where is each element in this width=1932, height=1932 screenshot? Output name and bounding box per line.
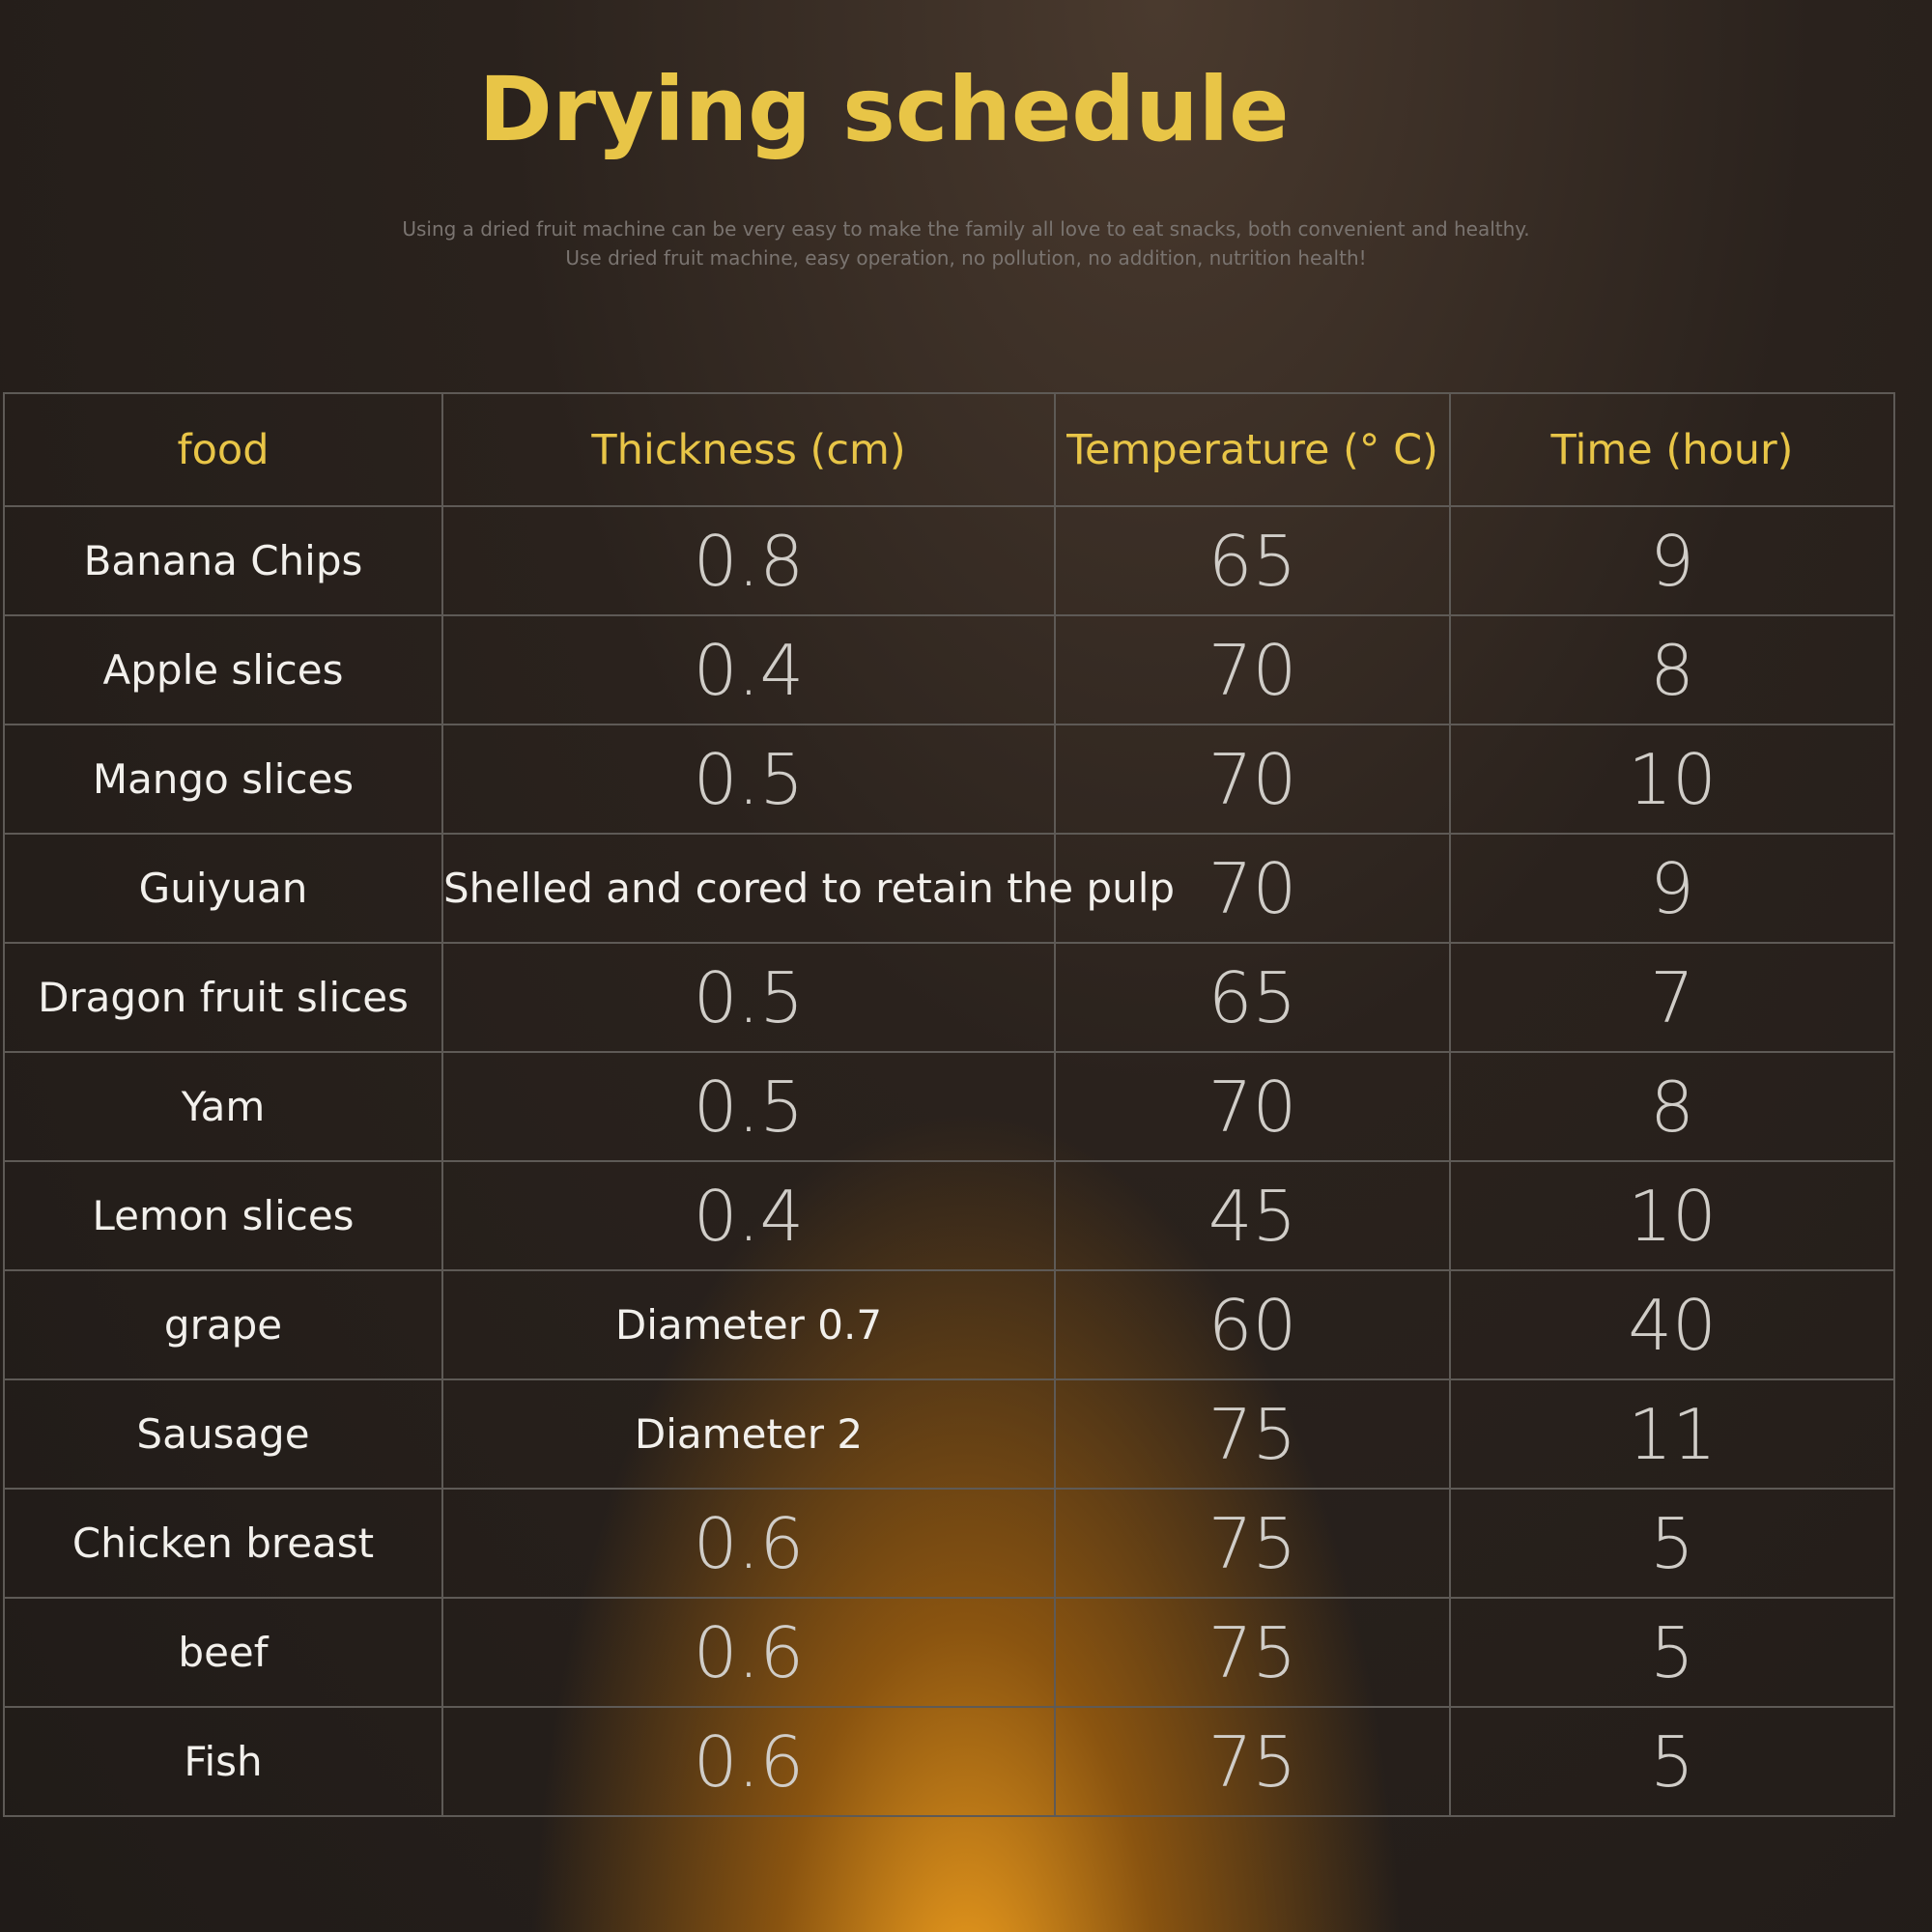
table-row: Apple slices 0.4 70 8	[3, 614, 1895, 725]
table-cell: 0.5	[441, 1051, 1056, 1162]
table-cell: 5	[1449, 1597, 1895, 1708]
table-cell: 0.6	[441, 1706, 1056, 1817]
subtitle-line: Use dried fruit machine, easy operation,…	[565, 246, 1367, 270]
column-header: food	[3, 392, 443, 507]
table-row: Yam 0.5 70 8	[3, 1051, 1895, 1162]
table-cell: 75	[1054, 1378, 1451, 1490]
table-cell: 0.6	[441, 1488, 1056, 1599]
table-cell: Yam	[3, 1051, 443, 1162]
table-row: Dragon fruit slices 0.5 65 7	[3, 942, 1895, 1053]
table-cell: 5	[1449, 1488, 1895, 1599]
table-cell: 75	[1054, 1597, 1451, 1708]
table-cell: Fish	[3, 1706, 443, 1817]
table-row: Guiyuan Shelled and cored to retain the p…	[3, 833, 1895, 944]
table-row: beef 0.6 75 5	[3, 1597, 1895, 1708]
table-cell: 75	[1054, 1706, 1451, 1817]
table-cell: Banana Chips	[3, 505, 443, 616]
table-cell: 65	[1054, 505, 1451, 616]
table-row: Fish 0.6 75 5	[3, 1706, 1895, 1817]
table-cell: Dragon fruit slices	[3, 942, 443, 1053]
table-cell: Sausage	[3, 1378, 443, 1490]
table-cell: 9	[1449, 833, 1895, 944]
table-row: Lemon slices 0.4 45 10	[3, 1160, 1895, 1271]
table-cell: 0.5	[441, 942, 1056, 1053]
table-cell: 0.5	[441, 724, 1056, 835]
table-cell: 0.8	[441, 505, 1056, 616]
table-cell: grape	[3, 1269, 443, 1380]
table-cell: 7	[1449, 942, 1895, 1053]
table-cell: Shelled and cored to retain the pulp	[441, 833, 1175, 944]
table-cell: 5	[1449, 1706, 1895, 1817]
title: Drying schedule	[478, 58, 1290, 161]
table-cell: 65	[1054, 942, 1451, 1053]
table-cell: 11	[1449, 1378, 1895, 1490]
table-cell: 10	[1449, 724, 1895, 835]
subtitle-line: Using a dried fruit machine can be very …	[402, 217, 1530, 241]
table-cell: 70	[1054, 833, 1451, 944]
table-cell: 40	[1449, 1269, 1895, 1380]
subtitle: Using a dried fruit machine can be very …	[0, 214, 1932, 272]
table-cell: 45	[1054, 1160, 1451, 1271]
table-cell: 0.6	[441, 1597, 1056, 1708]
table-cell: beef	[3, 1597, 443, 1708]
table-cell: 75	[1054, 1488, 1451, 1599]
table-cell: 8	[1449, 1051, 1895, 1162]
table-row: Chicken breast 0.6 75 5	[3, 1488, 1895, 1599]
table-cell: 70	[1054, 1051, 1451, 1162]
table-cell: Guiyuan	[3, 833, 443, 944]
table-body: Banana Chips 0.8 65 9 Apple slices 0.4 70 8 Mang…	[3, 505, 1895, 1817]
table-cell: Chicken breast	[3, 1488, 443, 1599]
table-cell: 0.4	[441, 1160, 1056, 1271]
table-row: grape Diameter 0.7 60 40	[3, 1269, 1895, 1380]
header-row: food Thickness (cm) Temperature (° C) Time …	[3, 392, 1895, 507]
table-cell: 9	[1449, 505, 1895, 616]
column-header: Temperature (° C)	[1054, 392, 1451, 507]
table-cell: 10	[1449, 1160, 1895, 1271]
table-cell: Lemon slices	[3, 1160, 443, 1271]
table-row: Sausage Diameter 2 75 11	[3, 1378, 1895, 1490]
table-cell: Diameter 0.7	[441, 1269, 1056, 1380]
table-cell: Mango slices	[3, 724, 443, 835]
table-cell: 0.4	[441, 614, 1056, 725]
table-row: Banana Chips 0.8 65 9	[3, 505, 1895, 616]
table-cell: 8	[1449, 614, 1895, 725]
column-header: Time (hour)	[1449, 392, 1895, 507]
table-cell: Apple slices	[3, 614, 443, 725]
table-cell: 70	[1054, 724, 1451, 835]
table-cell: 70	[1054, 614, 1451, 725]
column-header: Thickness (cm)	[441, 392, 1056, 507]
schedule-table: food Thickness (cm) Temperature (° C) Time …	[3, 392, 1895, 1817]
table-cell: Diameter 2	[441, 1378, 1056, 1490]
table-row: Mango slices 0.5 70 10	[3, 724, 1895, 835]
table-cell: 60	[1054, 1269, 1451, 1380]
